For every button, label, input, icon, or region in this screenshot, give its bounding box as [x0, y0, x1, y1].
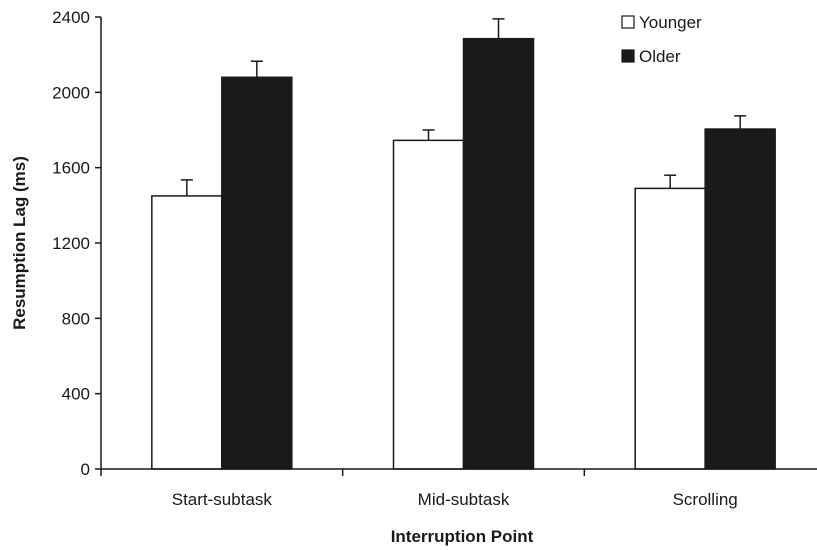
y-tick-label: 2000 [52, 83, 90, 102]
y-tick-label: 1200 [52, 234, 90, 253]
axes-layer [95, 16, 817, 476]
bars-layer [151, 18, 776, 470]
legend-label-younger: Younger [639, 13, 702, 32]
x-tick-label: Scrolling [673, 490, 738, 509]
bar-older-scrolling [704, 128, 776, 470]
bar-younger-mid-subtask [392, 139, 465, 470]
bar-younger-start-subtask [151, 195, 223, 470]
legend-label-older: Older [639, 47, 681, 66]
y-tick-label: 2400 [52, 8, 90, 27]
legend-swatch-younger [621, 15, 635, 29]
bar-younger-scrolling [634, 187, 706, 470]
y-tick-label: 400 [62, 385, 90, 404]
y-axis-title: Resumption Lag (ms) [10, 156, 29, 330]
y-tick-label: 1600 [52, 159, 90, 178]
legend-swatch-older [621, 49, 635, 63]
legend: Younger Older [621, 13, 702, 66]
x-tick-label: Mid-subtask [418, 490, 510, 509]
x-axis-title: Interruption Point [391, 527, 534, 546]
bar-older-start-subtask [221, 76, 293, 470]
y-tick-label: 800 [62, 309, 90, 328]
x-tick-label: Start-subtask [172, 490, 273, 509]
y-tick-label: 0 [81, 460, 90, 479]
bar-older-mid-subtask [462, 37, 535, 470]
labels-layer: Start-subtask Mid-subtask Scrolling 0 400 800… [52, 8, 738, 509]
